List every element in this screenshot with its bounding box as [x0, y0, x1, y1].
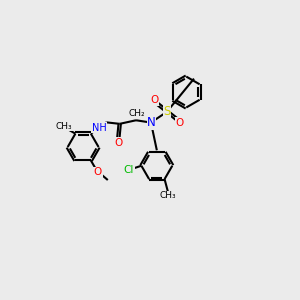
Text: Cl: Cl: [124, 165, 134, 175]
Text: CH₃: CH₃: [160, 191, 176, 200]
Text: O: O: [176, 118, 184, 128]
Text: NH: NH: [92, 123, 106, 133]
Text: O: O: [150, 95, 158, 105]
Text: O: O: [94, 167, 102, 177]
Text: CH₃: CH₃: [56, 122, 72, 131]
Text: N: N: [147, 116, 156, 129]
Text: CH₂: CH₂: [128, 109, 145, 118]
Text: S: S: [163, 105, 171, 118]
Text: O: O: [114, 138, 122, 148]
